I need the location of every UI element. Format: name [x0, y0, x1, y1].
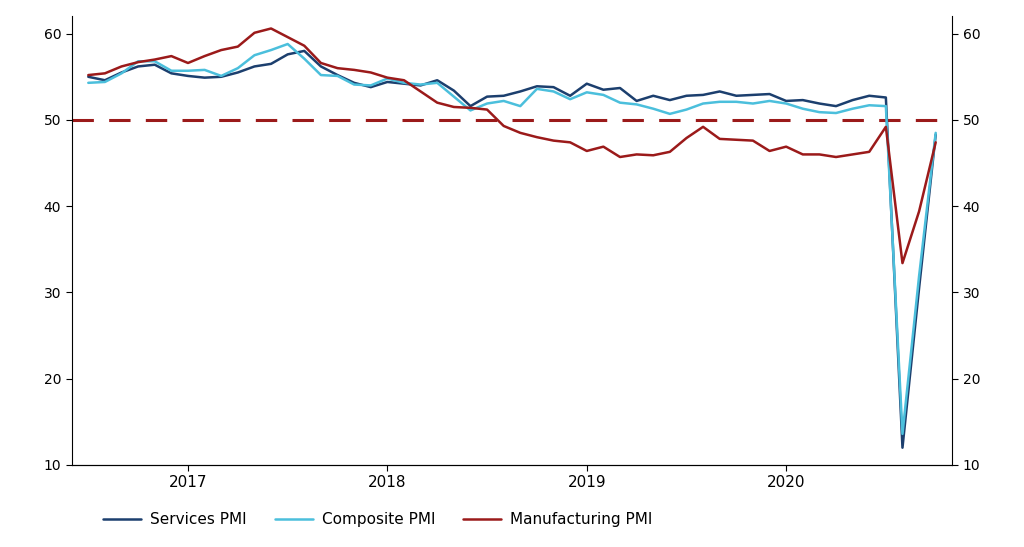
Services PMI [398, 80, 411, 87]
Services PMI [930, 131, 942, 138]
Composite PMI [282, 40, 294, 47]
Services PMI [82, 73, 94, 80]
Manufacturing PMI [548, 137, 560, 144]
Manufacturing PMI [82, 72, 94, 78]
Composite PMI [148, 58, 161, 65]
Manufacturing PMI [896, 260, 908, 266]
Composite PMI [930, 130, 942, 136]
Services PMI [298, 48, 310, 54]
Composite PMI [498, 98, 510, 104]
Manufacturing PMI [647, 152, 659, 159]
Composite PMI [82, 79, 94, 86]
Services PMI [148, 61, 161, 68]
Manufacturing PMI [398, 77, 411, 84]
Manufacturing PMI [930, 139, 942, 146]
Services PMI [896, 444, 908, 451]
Composite PMI [647, 106, 659, 112]
Line: Services PMI: Services PMI [88, 51, 936, 447]
Composite PMI [398, 79, 411, 86]
Composite PMI [548, 88, 560, 95]
Services PMI [498, 92, 510, 99]
Composite PMI [613, 100, 626, 106]
Manufacturing PMI [613, 154, 626, 160]
Line: Composite PMI: Composite PMI [88, 44, 936, 434]
Services PMI [613, 85, 626, 91]
Manufacturing PMI [265, 25, 278, 32]
Legend: Services PMI, Composite PMI, Manufacturing PMI: Services PMI, Composite PMI, Manufacturi… [97, 507, 658, 533]
Services PMI [647, 92, 659, 99]
Composite PMI [896, 430, 908, 437]
Manufacturing PMI [148, 56, 161, 63]
Services PMI [548, 84, 560, 90]
Line: Manufacturing PMI: Manufacturing PMI [88, 28, 936, 263]
Manufacturing PMI [498, 123, 510, 129]
